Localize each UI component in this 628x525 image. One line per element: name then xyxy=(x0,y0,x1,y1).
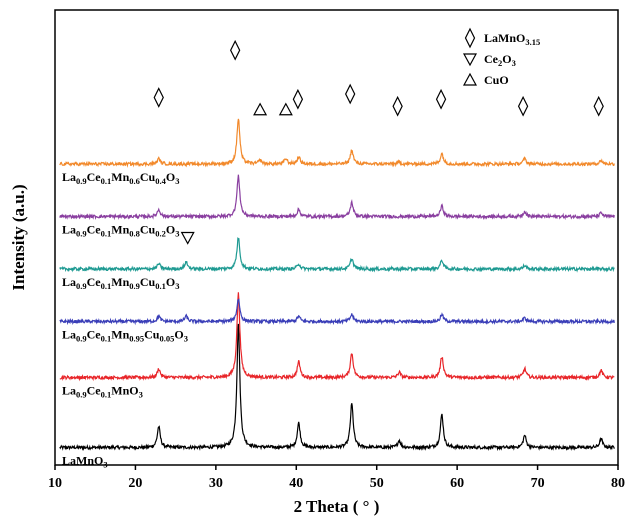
phase-marker-diamond-icon xyxy=(292,88,304,110)
x-tick-label: 70 xyxy=(531,476,545,491)
series-line-1 xyxy=(59,292,615,382)
legend-triangle-down-icon xyxy=(462,53,478,67)
phase-marker-diamond-icon xyxy=(517,95,529,117)
series-line-5 xyxy=(59,118,615,168)
x-axis-ticks: 10 20 30 40 50 60 70 80 xyxy=(48,465,625,491)
phase-marker-diamond-icon xyxy=(229,39,241,61)
phase-marker-diamond-icon xyxy=(153,87,164,108)
plot-frame xyxy=(54,9,619,466)
legend-label-1: Ce2O3 xyxy=(484,52,516,68)
series-line-2 xyxy=(59,298,615,326)
phase-marker-triangle-down-icon xyxy=(180,231,195,245)
series-label-5: La0.9Ce0.1Mn0.6Cu0.4O3 xyxy=(62,170,179,186)
series-line-4 xyxy=(59,174,615,221)
series-label-layer: LaMnO3 La0.9Ce0.1MnO3 La0.9Ce0.1Mn0.95Cu0.… xyxy=(62,170,188,470)
series-label-2: La0.9Ce0.1Mn0.95Cu0.05O3 xyxy=(62,328,188,344)
series-line-3 xyxy=(59,237,615,273)
x-tick-label: 60 xyxy=(450,476,464,491)
phase-marker-diamond-icon xyxy=(392,95,403,117)
x-tick-label: 10 xyxy=(48,476,62,491)
phase-marker-triangle-up-icon xyxy=(253,102,268,116)
x-tick-label: 40 xyxy=(289,476,303,491)
phase-marker-layer xyxy=(153,39,604,245)
series-label-0: LaMnO3 xyxy=(62,454,108,470)
legend: LaMnO3.15 Ce2O3 CuO xyxy=(462,27,540,87)
x-tick-label: 30 xyxy=(209,476,223,491)
series-line-0 xyxy=(59,323,615,452)
legend-triangle-up-icon xyxy=(462,72,478,86)
legend-label-0: LaMnO3.15 xyxy=(484,31,540,47)
y-axis-title: Intensity (a.u.) xyxy=(9,184,28,290)
series-label-4: La0.9Ce0.1Mn0.8Cu0.2O3 xyxy=(62,223,179,239)
legend-diamond-icon xyxy=(464,27,476,49)
phase-marker-diamond-icon xyxy=(345,83,356,105)
x-tick-label: 50 xyxy=(370,476,384,491)
series-label-1: La0.9Ce0.1MnO3 xyxy=(62,384,143,400)
phase-marker-diamond-icon xyxy=(435,88,447,110)
series-layer xyxy=(59,118,615,452)
phase-marker-triangle-up-icon xyxy=(278,102,293,116)
x-axis-title: 2 Theta ( ° ) xyxy=(294,497,380,516)
x-tick-label: 20 xyxy=(128,476,142,491)
phase-marker-diamond-icon xyxy=(593,95,604,117)
x-tick-label: 80 xyxy=(611,476,625,491)
series-label-3: La0.9Ce0.1Mn0.9Cu0.1O3 xyxy=(62,275,179,291)
legend-label-2: CuO xyxy=(484,73,509,87)
